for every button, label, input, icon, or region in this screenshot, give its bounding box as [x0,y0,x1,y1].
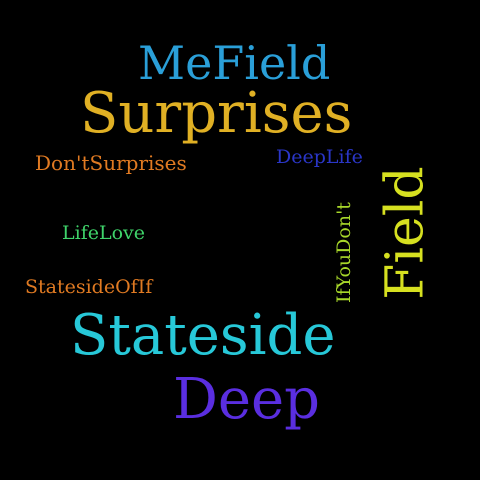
word-deep: Deep [173,367,321,432]
word-surprises: Surprises [80,81,353,146]
word-field: Field [375,166,436,300]
word-deeplife: DeepLife [276,146,363,168]
word-stateside-of-if: StatesideOfIf [25,276,153,298]
word-dont-surprises: Don'tSurprises [35,151,187,175]
word-mefield: MeField [138,36,331,90]
word-ifyoudont: IfYouDon't [332,202,355,303]
word-stateside: Stateside [70,303,336,368]
word-lifelove: LifeLove [62,222,146,244]
